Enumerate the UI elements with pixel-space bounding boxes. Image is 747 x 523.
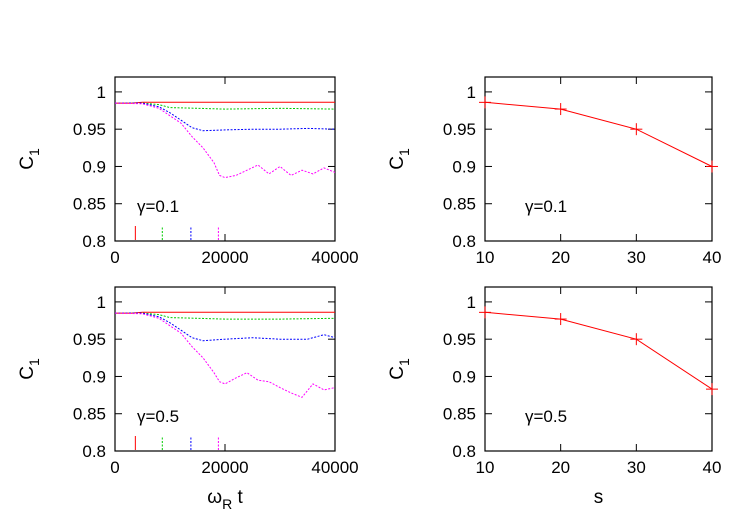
gamma-annotation: γ=0.5 <box>525 407 567 426</box>
x-tick-label: 40000 <box>311 248 358 267</box>
x-axis-label-main: ω <box>207 487 222 508</box>
y-axis-label: C1 <box>387 358 412 380</box>
y-axis-label-sub: 1 <box>396 148 412 156</box>
x-tick-label: 0 <box>110 248 119 267</box>
x-tick-label: 20000 <box>201 458 248 477</box>
plot-frame <box>114 76 336 242</box>
y-axis-label-main: C <box>17 156 38 170</box>
y-tick-label: 0.95 <box>443 120 476 139</box>
y-tick-label: 1 <box>467 293 476 312</box>
y-axis-label: C1 <box>387 148 412 170</box>
y-tick-label: 1 <box>97 83 106 102</box>
series-line-3 <box>114 312 336 398</box>
y-tick-label: 1 <box>467 83 476 102</box>
y-axis-label: C1 <box>17 358 42 380</box>
y-tick-label: 0.85 <box>73 195 106 214</box>
plot-frame <box>484 286 713 452</box>
x-tick-label: 40 <box>703 248 722 267</box>
y-tick-label: 0.95 <box>73 120 106 139</box>
data-point-marker <box>554 103 567 116</box>
x-tick-label: 10 <box>476 458 495 477</box>
data-point-marker <box>479 306 491 319</box>
series-line-0 <box>484 101 713 167</box>
y-tick-label: 0.9 <box>452 157 476 176</box>
x-tick-label: 30 <box>627 248 646 267</box>
y-tick-label: 0.85 <box>443 195 476 214</box>
y-tick-label: 0.9 <box>82 157 106 176</box>
y-tick-label: 0.8 <box>452 232 476 251</box>
y-axis-label-main: C <box>17 366 38 380</box>
series-line-2 <box>115 312 336 342</box>
x-tick-label: 10 <box>476 248 495 267</box>
y-tick-label: 0.85 <box>443 405 476 424</box>
series-line-0 <box>484 311 713 390</box>
y-tick-label: 0.95 <box>73 330 106 349</box>
y-axis-label-main: C <box>387 156 408 170</box>
y-tick-label: 0.9 <box>452 367 476 386</box>
y-tick-label: 0.8 <box>82 232 106 251</box>
y-tick-label: 0.95 <box>443 330 476 349</box>
y-axis-label-sub: 1 <box>26 358 42 366</box>
x-tick-label: 20 <box>551 458 570 477</box>
x-tick-label: 40 <box>703 458 722 477</box>
x-tick-label: 20 <box>551 248 570 267</box>
x-axis-label-suffix: t <box>232 487 243 508</box>
data-point-marker <box>706 383 718 396</box>
x-tick-label: 30 <box>627 458 646 477</box>
data-point-marker <box>630 123 643 136</box>
x-axis-label: ωR t <box>207 487 243 512</box>
y-axis-label-sub: 1 <box>396 358 412 366</box>
y-axis-label-sub: 1 <box>26 148 42 156</box>
series-line-2 <box>115 102 336 132</box>
x-axis-label-main: s <box>594 487 604 508</box>
y-tick-label: 0.9 <box>82 367 106 386</box>
data-point-marker <box>479 96 491 109</box>
gamma-annotation: γ=0.5 <box>137 407 179 426</box>
y-axis-label: C1 <box>17 148 42 170</box>
plot-frame <box>114 286 336 452</box>
data-point-marker <box>554 313 567 326</box>
series-line-0 <box>115 101 335 104</box>
data-point-marker <box>706 160 718 173</box>
y-tick-label: 0.8 <box>452 442 476 461</box>
x-tick-label: 0 <box>110 458 119 477</box>
gamma-annotation: γ=0.1 <box>525 197 567 216</box>
x-tick-label: 20000 <box>201 248 248 267</box>
y-tick-label: 0.85 <box>73 405 106 424</box>
y-tick-label: 1 <box>97 293 106 312</box>
x-axis-label-sub: R <box>222 496 232 512</box>
x-tick-label: 40000 <box>311 458 358 477</box>
series-line-3 <box>114 102 336 179</box>
x-axis-label: s <box>594 487 604 508</box>
plot-frame <box>484 76 713 242</box>
series-line-0 <box>115 311 335 314</box>
gamma-annotation: γ=0.1 <box>137 197 179 216</box>
y-axis-label-main: C <box>387 366 408 380</box>
data-point-marker <box>630 333 643 346</box>
y-tick-label: 0.8 <box>82 442 106 461</box>
